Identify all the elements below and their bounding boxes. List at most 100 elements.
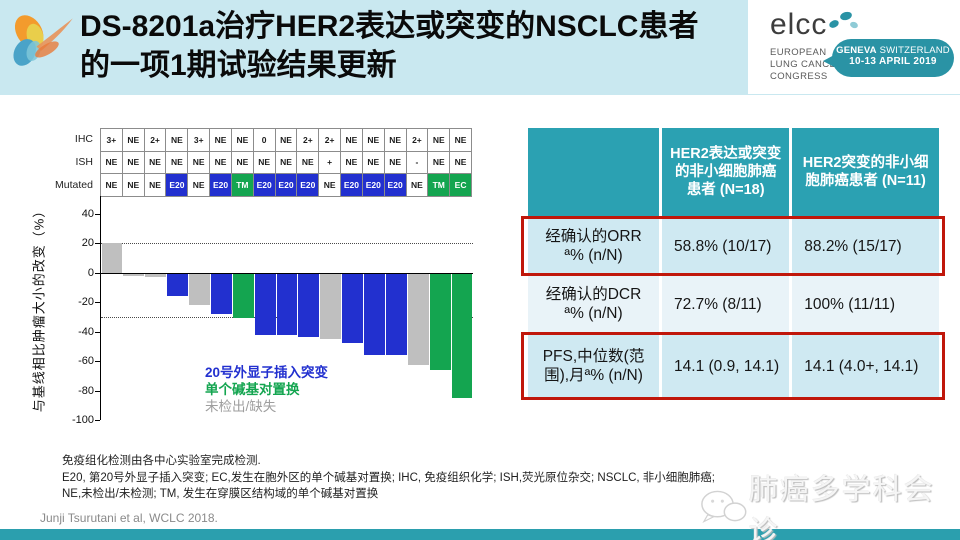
waterfall-plot: 40 20 0 -20 -40 -60 -80 -100	[72, 196, 473, 426]
y-axis-tick-label: -60	[78, 355, 94, 368]
waterfall-bar	[101, 243, 123, 273]
y-axis-tick-label: -100	[71, 414, 94, 426]
annotation-cell: E20	[210, 174, 232, 197]
annotation-cell: NE	[231, 129, 254, 152]
annotation-cell: NE	[275, 151, 298, 175]
y-axis-tick-label: -20	[78, 296, 94, 309]
bottom-accent-bar	[0, 529, 960, 540]
legend-item: 20号外显子插入突变	[205, 365, 329, 380]
annotation-cell: NE	[210, 129, 232, 152]
y-axis-tick-label: -80	[78, 384, 94, 397]
annotation-cell: NE	[144, 174, 167, 197]
y-axis-tick-mark	[95, 420, 100, 421]
annotation-cell: NE	[166, 129, 189, 152]
waterfall-bar	[210, 272, 232, 314]
y-axis-tick-mark	[95, 272, 100, 274]
chart-legend: 20号外显子插入突变 单个碱基对置换 未检出/缺失	[205, 364, 328, 415]
annotation-cell: NE	[210, 151, 232, 175]
event-badge: GENEVA SWITZERLAND 10-13 APRIL 2019	[823, 39, 954, 77]
annotation-cell: E20	[384, 174, 407, 197]
footnote-line: NE,未检出/未检测; TM, 发生在穿膜区结构域的单个碱基对置换	[62, 488, 379, 500]
table-cell-value: 58.8% (10/17)	[662, 219, 790, 273]
y-axis-tick-mark	[95, 331, 100, 333]
annotation-cell: NE	[450, 151, 472, 175]
y-axis-label: 与基线相比肿瘤大小的改变（%）	[31, 203, 47, 413]
elcc-dots-icon	[829, 11, 858, 29]
waterfall-bar	[123, 272, 145, 276]
butterfly-logo-icon	[13, 15, 73, 66]
annotation-row-label: Mutated	[55, 178, 93, 191]
y-axis-tick-label: 0	[87, 266, 94, 279]
results-table: HER2表达或突变的非小细胞肺癌患者 (N=18) HER2突变的非小细胞肺癌患者…	[521, 128, 945, 400]
footnote-line: 免疫组化检测由各中心实验室完成检测.	[62, 455, 261, 467]
table-cell-value: 14.1 (0.9, 14.1)	[662, 335, 790, 397]
table-header-cell	[528, 128, 660, 216]
annotation-row-labels: IHC ISH Mutated	[30, 128, 97, 196]
y-axis-tick-mark	[95, 213, 100, 215]
legend-item: 单个碱基对置换	[205, 382, 300, 397]
annotation-cell: NE	[122, 174, 145, 197]
waterfall-bar	[276, 272, 298, 335]
table-row: PFS,中位数(范围),月ª% (n/N) 14.1 (0.9, 14.1) 14.…	[521, 332, 945, 400]
annotation-cell: NE	[101, 151, 123, 175]
title-line-2: 的一项1期试验结果更新	[80, 49, 397, 82]
table-cell-value: 72.7% (8/11)	[662, 276, 790, 332]
annotation-cell: NE	[341, 151, 363, 175]
annotation-cell: E20	[362, 174, 385, 197]
annotation-cell: NE	[384, 151, 407, 175]
waterfall-bar	[145, 272, 167, 278]
table-header-cell: HER2表达或突变的非小细胞肺癌患者 (N=18)	[662, 128, 790, 216]
annotation-cell: NE	[384, 129, 407, 152]
annotation-cell: 2+	[319, 129, 342, 152]
waterfall-bar	[254, 272, 276, 335]
annotation-cell: TM	[428, 174, 451, 197]
table-cell-value: 88.2% (15/17)	[792, 219, 939, 273]
waterfall-bar	[407, 272, 429, 366]
waterfall-bar	[232, 272, 254, 319]
annotation-cell: TM	[231, 174, 254, 197]
waterfall-bar	[429, 272, 451, 370]
annotation-cell: NE	[319, 174, 342, 197]
annotation-cell: 2+	[406, 129, 429, 152]
annotation-cell: NE	[122, 151, 145, 175]
table-row: 经确认的ORR ª% (n/N) 58.8% (10/17) 88.2% (15/1…	[521, 216, 945, 276]
table-row-label: 经确认的DCR ª% (n/N)	[528, 276, 660, 332]
annotation-cell: 3+	[188, 129, 211, 152]
results-table-body: 经确认的ORR ª% (n/N) 58.8% (10/17) 88.2% (15/1…	[521, 216, 945, 400]
footnotes: 免疫组化检测由各中心实验室完成检测. E20, 第20号外显子插入突变; EC,发…	[62, 453, 715, 503]
annotation-cell: NE	[428, 151, 451, 175]
annotation-cell: NE	[362, 151, 385, 175]
annotation-cell: NE	[406, 174, 429, 197]
reference-line	[101, 243, 473, 245]
annotation-cell: 2+	[144, 129, 167, 152]
waterfall-bar	[320, 272, 342, 339]
watermark-text: 肺癌多学科会诊	[748, 474, 935, 540]
y-axis-tick-mark	[95, 390, 100, 392]
watermark: 肺癌多学科会诊	[698, 466, 960, 540]
annotation-cell: NE	[297, 151, 320, 175]
annotation-cell: +	[319, 151, 342, 175]
table-row-label: 经确认的ORR ª% (n/N)	[528, 219, 660, 273]
legend-item: 未检出/缺失	[205, 399, 277, 414]
annotation-cell: -	[406, 151, 429, 175]
annotation-cell: E20	[297, 174, 320, 197]
elcc-wordmark: elcc	[770, 8, 828, 41]
annotation-row-label: ISH	[75, 155, 93, 168]
annotation-cell: E20	[253, 174, 276, 197]
y-axis-tick-mark	[95, 243, 100, 245]
elcc-logo: elcc EUROPEAN LUNG CANCER CONGRESS GENEV…	[748, 0, 960, 94]
table-row: 经确认的DCR ª% (n/N) 72.7% (8/11) 100% (11/11)	[528, 276, 942, 332]
table-header-cell: HER2突变的非小细胞肺癌患者 (N=11)	[792, 128, 939, 216]
annotation-cell: EC	[450, 174, 472, 197]
waterfall-bar	[342, 272, 364, 344]
table-row-label: PFS,中位数(范围),月ª% (n/N)	[528, 335, 660, 397]
annotation-cell: E20	[166, 174, 189, 197]
annotation-cell: E20	[341, 174, 363, 197]
title-line-1: DS-8201a治疗HER2表达或突变的NSCLC患者	[80, 10, 699, 43]
y-axis-tick-label: 20	[81, 237, 94, 250]
table-cell-value: 14.1 (4.0+, 14.1)	[792, 335, 939, 397]
event-dates: 10-13 APRIL 2019	[849, 56, 937, 67]
waterfall-bar	[298, 272, 320, 338]
annotation-cell: 0	[253, 129, 276, 152]
